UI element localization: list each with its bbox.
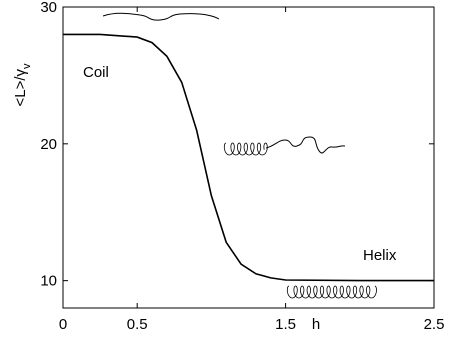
y-axis-label: <L>/γv xyxy=(12,63,33,107)
y-tick-label: 30 xyxy=(40,0,57,16)
y-label-sub: v xyxy=(21,63,33,69)
x-tick-label: 1.5 xyxy=(275,316,296,333)
helix-icon xyxy=(286,285,377,299)
coil-icon xyxy=(102,12,220,21)
plot-frame xyxy=(62,6,435,309)
x-axis-label: h xyxy=(312,316,320,333)
coil-icon xyxy=(265,136,346,154)
x-tick-label: 2.5 xyxy=(424,316,445,333)
y-tick-label: 10 xyxy=(40,273,57,290)
helix-icon xyxy=(223,142,268,156)
annotation: Coil xyxy=(83,64,109,81)
annotation: Helix xyxy=(363,247,397,264)
x-tick-label: 0 xyxy=(59,316,67,333)
y-tick-label: 20 xyxy=(40,136,57,153)
x-tick-label: 0.5 xyxy=(127,316,148,333)
y-label-main: <L>/γ xyxy=(12,68,29,106)
data-line xyxy=(63,33,434,282)
